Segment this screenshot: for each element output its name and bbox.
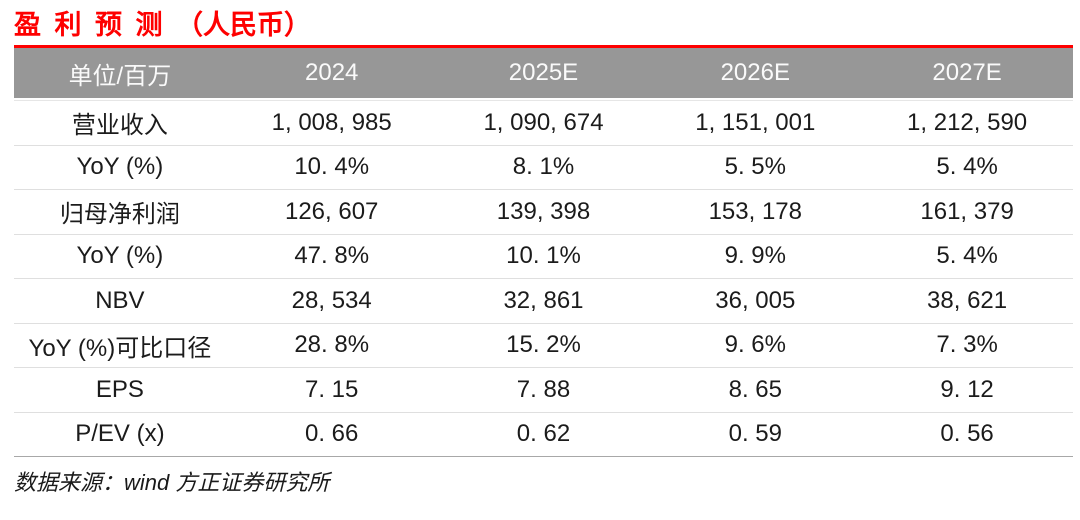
value-cell: 0. 56 (940, 420, 994, 448)
value-cell: 32, 861 (503, 286, 584, 314)
header-cell-2025e: 2025E (508, 59, 579, 86)
value-cell: 47. 8% (294, 242, 370, 270)
table-row: NBV 28, 534 32, 861 36, 005 38, 621 (14, 279, 1073, 324)
value-cell: 5. 4% (936, 242, 998, 270)
page-title: 盈 利 预 测 （人民币） (14, 10, 312, 40)
header-cell-2024: 2024 (305, 59, 359, 86)
row-label-cell: NBV (95, 286, 145, 314)
value-cell: 15. 2% (506, 331, 581, 359)
row-label-cell: YoY (%) (76, 153, 164, 181)
value-cell: 5. 5% (724, 153, 786, 181)
title-underline-rule (14, 45, 1073, 48)
value-cell: 0. 62 (516, 420, 571, 448)
table-row: YoY (%) 10. 4% 8. 1% 5. 5% 5. 4% (14, 146, 1073, 190)
table-row: P/EV (x) 0. 66 0. 62 0. 59 0. 56 (14, 413, 1073, 457)
value-cell: 153, 178 (708, 197, 802, 225)
value-cell: 1, 090, 674 (483, 108, 604, 136)
value-cell: 28. 8% (294, 331, 370, 359)
table-row: 归母净利润 126, 607 139, 398 153, 178 161, 379 (14, 190, 1073, 235)
report-figure: 盈 利 预 测 （人民币） 单位/百万 2024 2025E 2026E 2027E 营… (14, 7, 1073, 498)
row-label-cell: P/EV (x) (75, 420, 165, 448)
row-label-cell: 营业收入 (71, 112, 168, 140)
value-cell: 7. 88 (516, 375, 571, 403)
value-cell: 9. 6% (724, 331, 786, 359)
table-header-row: 单位/百万 2024 2025E 2026E 2027E (14, 48, 1073, 98)
value-cell: 38, 621 (927, 286, 1008, 314)
value-cell: 126, 607 (284, 197, 379, 225)
value-cell: 10. 4% (294, 153, 370, 181)
value-cell: 5. 4% (936, 153, 998, 181)
table-row: YoY (%) 47. 8% 10. 1% 9. 9% 5. 4% (14, 235, 1073, 279)
header-cell-2026e: 2026E (720, 59, 790, 86)
table-row: YoY (%)可比口径 28. 8% 15. 2% 9. 6% 7. 3% (14, 324, 1073, 368)
table-row: 营业收入 1, 008, 985 1, 090, 674 1, 151, 001 1, … (14, 101, 1073, 146)
value-cell: 9. 9% (724, 242, 786, 270)
value-cell: 8. 65 (728, 375, 782, 403)
value-cell: 0. 66 (305, 420, 359, 448)
value-cell: 161, 379 (920, 197, 1014, 225)
row-label-cell: 归母净利润 (59, 201, 180, 229)
value-cell: 7. 15 (305, 375, 359, 403)
row-label-cell: YoY (%) (76, 242, 164, 270)
header-cell-2027e: 2027E (932, 59, 1002, 86)
value-cell: 10. 1% (506, 242, 581, 270)
value-cell: 1, 151, 001 (695, 108, 816, 136)
value-cell: 7. 3% (936, 331, 998, 359)
data-source-note: 数据来源：wind 方正证券研究所 (14, 470, 330, 495)
row-label-cell: YoY (%)可比口径 (28, 334, 212, 362)
value-cell: 36, 005 (715, 286, 796, 314)
table-body: 营业收入 1, 008, 985 1, 090, 674 1, 151, 001 1, … (14, 100, 1073, 457)
value-cell: 1, 212, 590 (907, 108, 1028, 136)
value-cell: 0. 59 (728, 420, 782, 448)
value-cell: 28, 534 (291, 286, 372, 314)
profit-forecast-table: 单位/百万 2024 2025E 2026E 2027E 营业收入 1, 008, 985… (14, 48, 1073, 457)
value-cell: 1, 008, 985 (271, 108, 392, 136)
table-row: EPS 7. 15 7. 88 8. 65 9. 12 (14, 368, 1073, 413)
row-label-cell: EPS (95, 375, 144, 403)
value-cell: 9. 12 (940, 375, 994, 403)
value-cell: 139, 398 (496, 197, 591, 225)
value-cell: 8. 1% (512, 153, 575, 181)
header-cell-unit: 单位/百万 (68, 62, 172, 90)
